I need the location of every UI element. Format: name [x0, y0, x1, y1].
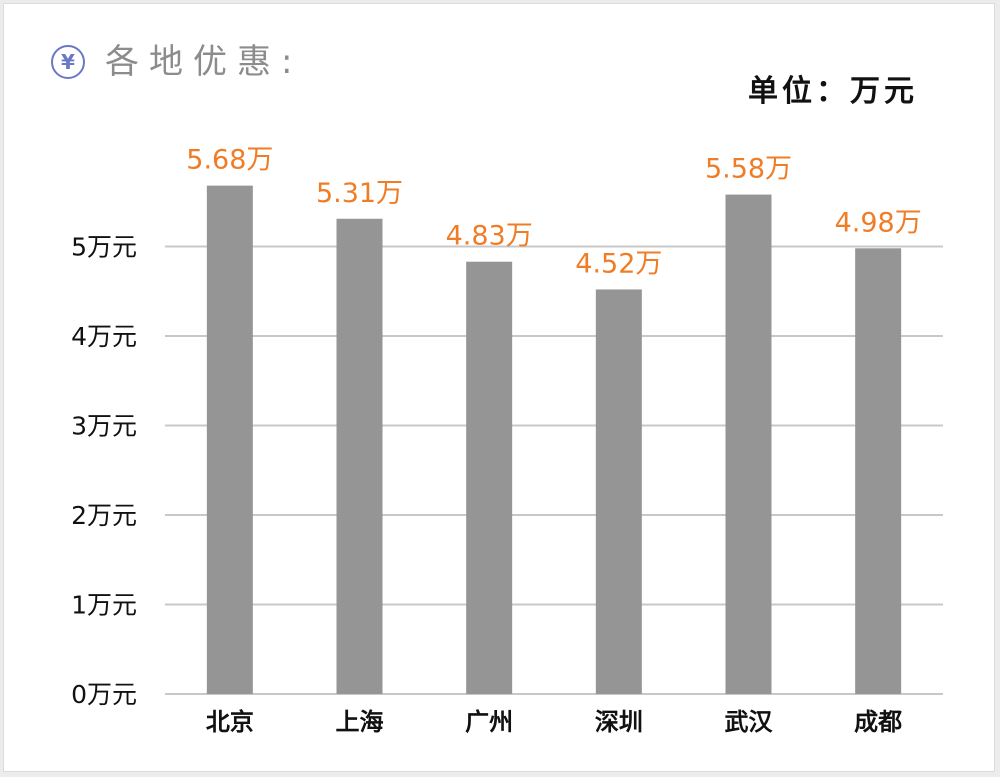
data-label: 4.83万	[446, 221, 533, 252]
chart-title: 各地优惠:	[105, 42, 303, 82]
yen-icon: ¥	[51, 45, 85, 79]
chart-header: ¥ 各地优惠:	[51, 42, 302, 82]
bar	[725, 194, 772, 694]
x-tick-label: 深圳	[595, 708, 643, 736]
x-tick-label: 北京	[206, 708, 254, 736]
bar	[336, 218, 383, 694]
x-tick-label: 成都	[854, 708, 902, 736]
data-label: 4.98万	[835, 207, 922, 238]
bar	[595, 289, 642, 694]
y-tick-label: 4万元	[71, 322, 137, 351]
data-label: 4.52万	[575, 248, 662, 279]
x-tick-label: 上海	[336, 708, 384, 736]
y-tick-label: 0万元	[71, 680, 137, 709]
data-label: 5.31万	[316, 178, 403, 209]
data-label: 5.68万	[186, 145, 273, 176]
x-tick-label: 武汉	[725, 708, 774, 736]
y-tick-label: 5万元	[71, 233, 137, 262]
y-tick-label: 2万元	[71, 501, 137, 530]
x-tick-label: 广州	[465, 708, 513, 736]
bar	[206, 185, 253, 694]
y-tick-label: 1万元	[71, 591, 137, 620]
y-tick-label: 3万元	[71, 412, 137, 441]
bar	[855, 248, 902, 695]
bar	[466, 261, 513, 694]
data-label: 5.58万	[705, 154, 792, 185]
unit-label: 单位：万元	[748, 74, 918, 109]
